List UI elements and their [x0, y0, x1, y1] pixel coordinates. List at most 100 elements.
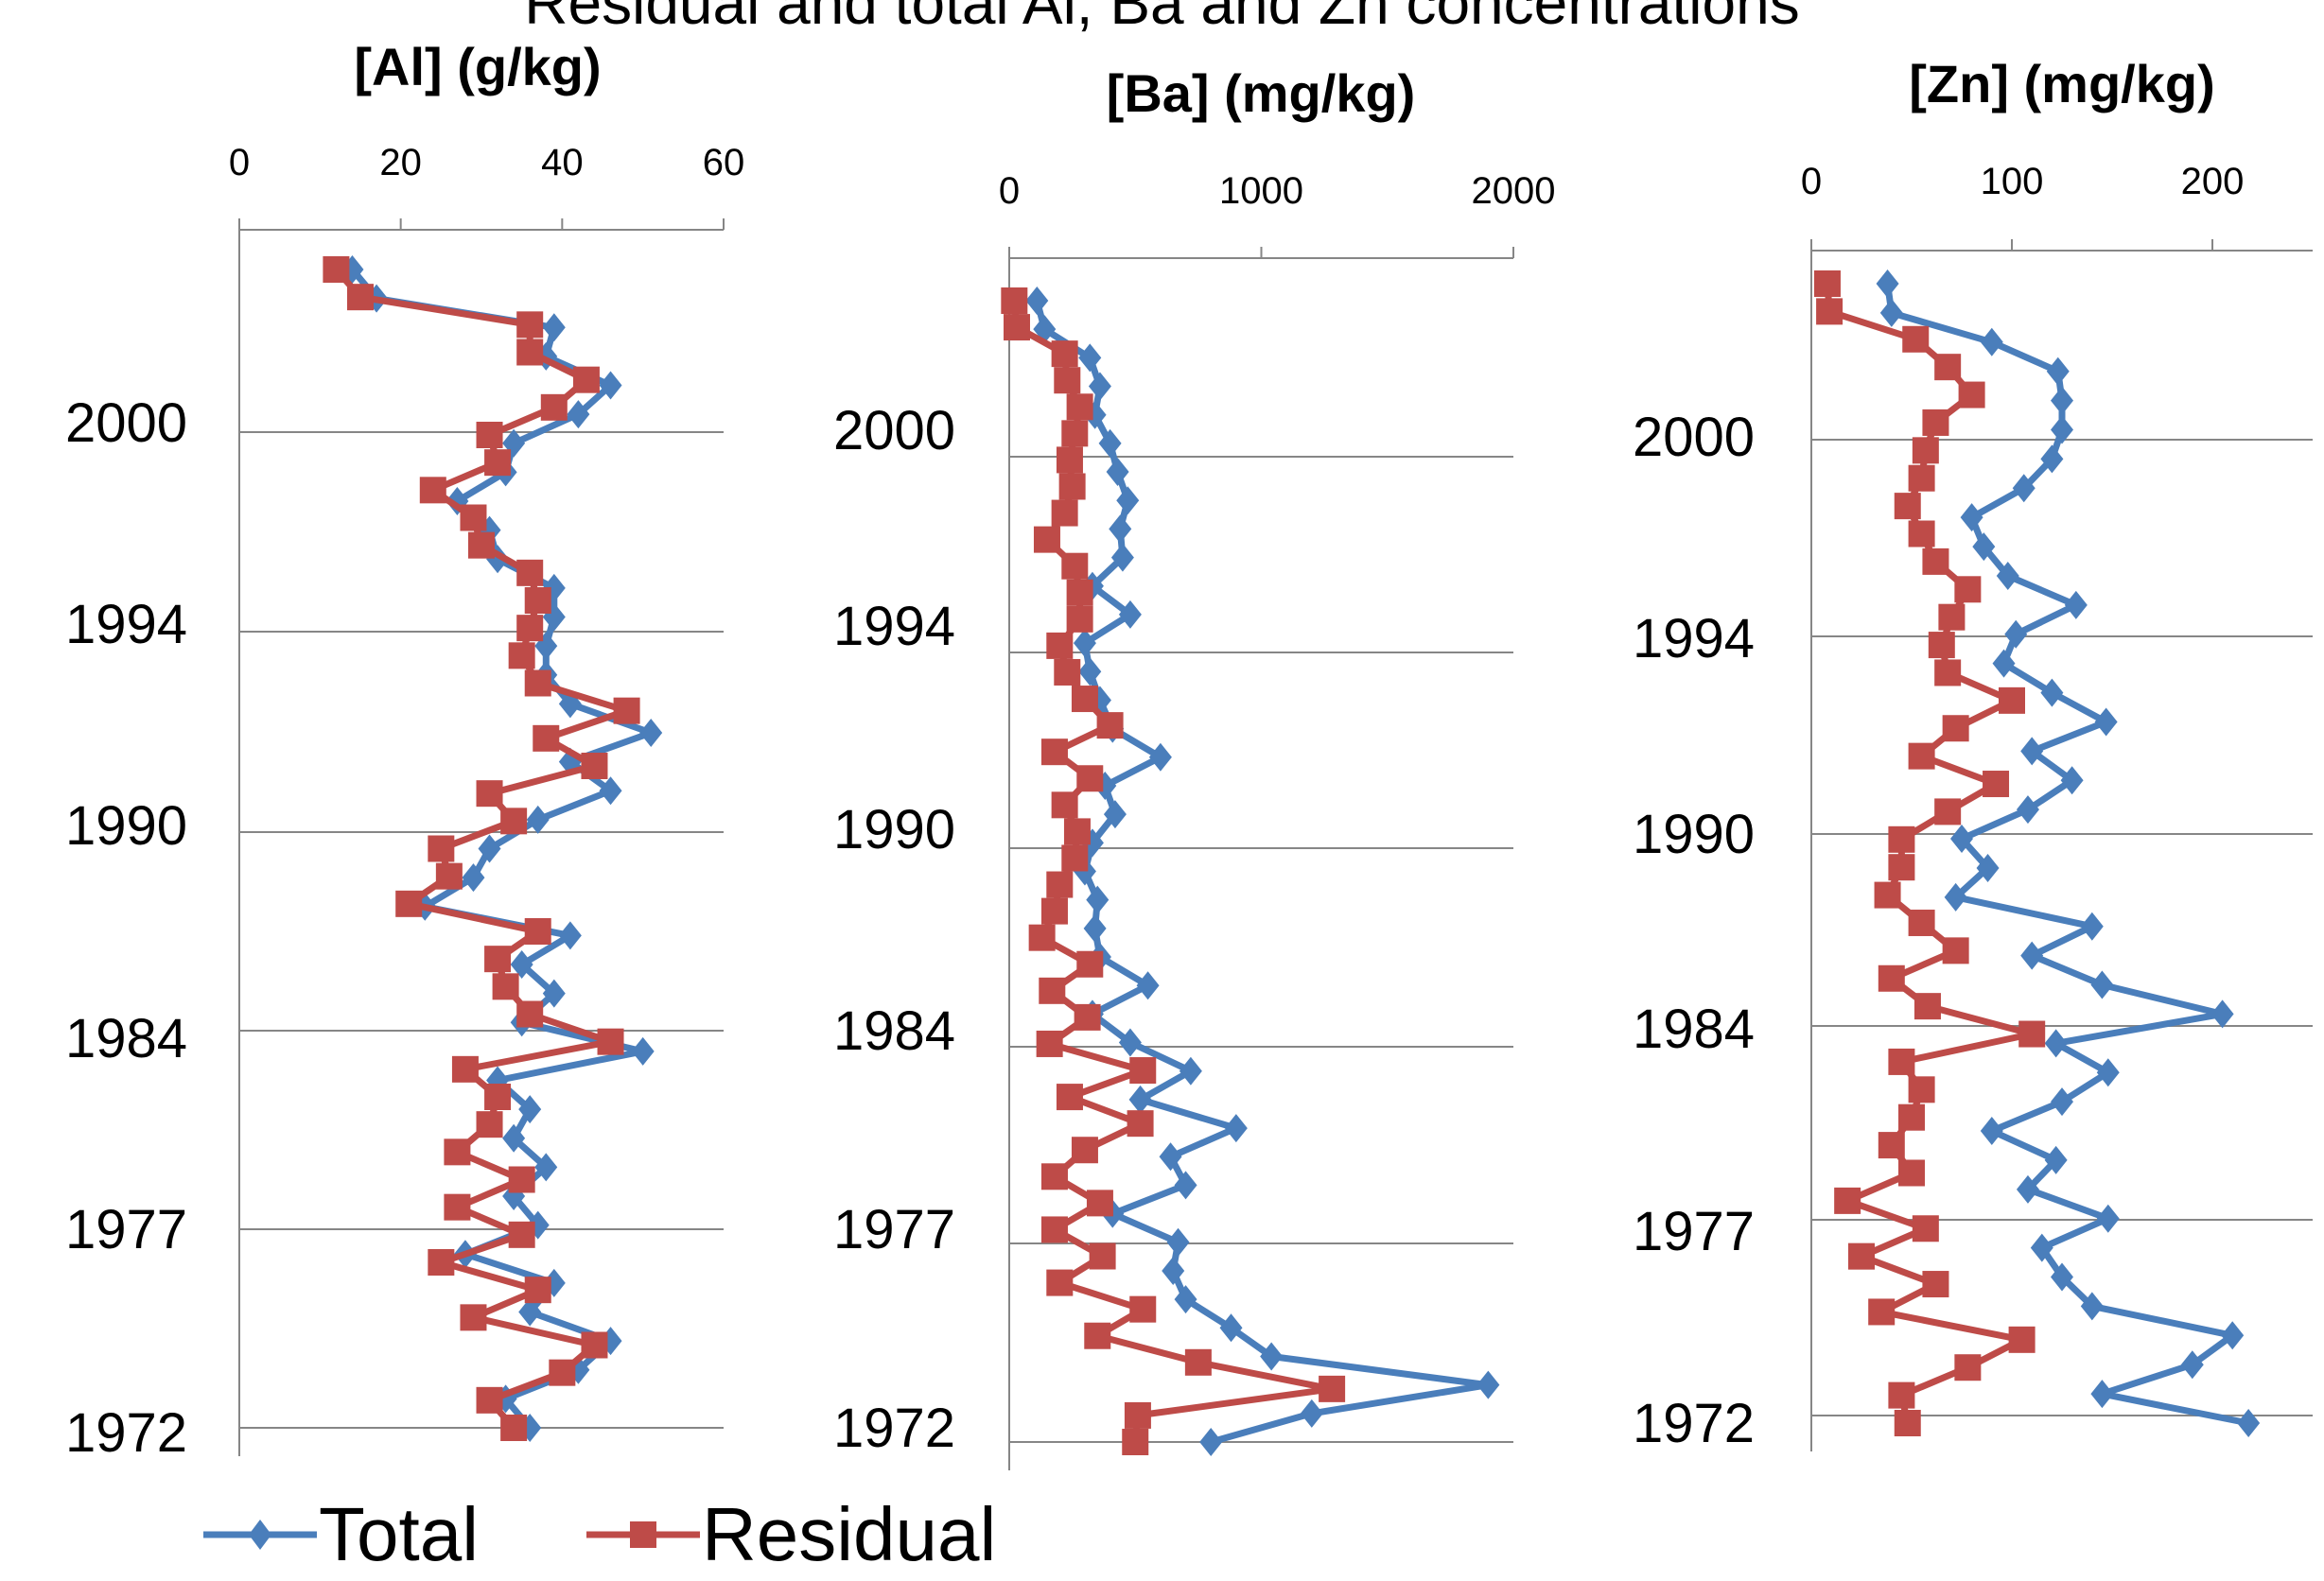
data-point-residual — [1894, 493, 1921, 520]
data-point-total — [2064, 590, 2088, 619]
data-point-residual — [533, 724, 560, 752]
y-tick-label: 2000 — [833, 400, 955, 461]
data-point-total — [2051, 386, 2073, 415]
series-line-total — [1884, 283, 2249, 1427]
data-point-residual — [460, 1304, 487, 1331]
data-point-residual — [500, 1415, 528, 1441]
data-point-total — [462, 863, 485, 893]
data-point-total — [2237, 1409, 2261, 1437]
data-point-residual — [516, 311, 544, 339]
data-point-total — [1944, 882, 1967, 912]
data-point-residual — [1066, 579, 1093, 606]
x-tick-label: 40 — [541, 142, 584, 183]
data-point-residual — [1066, 605, 1093, 633]
data-point-total — [2094, 707, 2118, 737]
y-tick-label: 1990 — [65, 795, 187, 857]
data-point-residual — [508, 642, 535, 669]
data-point-residual — [476, 1111, 503, 1138]
data-point-residual — [444, 1193, 471, 1221]
data-point-residual — [1061, 844, 1089, 872]
data-point-total — [1972, 532, 1996, 562]
data-point-total — [1116, 486, 1140, 515]
data-point-residual — [1888, 1048, 1915, 1075]
data-point-residual — [1051, 791, 1078, 819]
data-point-total — [1976, 853, 2000, 882]
x-axis-title: [Ba] (mg/kg) — [1107, 63, 1416, 123]
data-point-residual — [1066, 393, 1093, 421]
x-tick-label: 100 — [1981, 161, 2044, 202]
data-point-residual — [1908, 742, 1935, 770]
data-point-residual — [1894, 1410, 1921, 1436]
data-point-total — [1980, 327, 2003, 356]
y-tick-label: 2000 — [65, 392, 187, 454]
data-point-residual — [1902, 325, 1930, 353]
data-point-total — [1992, 649, 2016, 678]
data-point-residual — [516, 559, 544, 586]
data-point-residual — [395, 890, 423, 917]
data-point-residual — [428, 835, 455, 862]
data-point-total — [1025, 287, 1049, 315]
data-point-residual — [1874, 881, 1901, 909]
data-point-residual — [1888, 825, 1915, 853]
data-point-residual — [1039, 977, 1066, 1004]
y-tick-label: 1977 — [65, 1199, 187, 1260]
data-point-residual — [1942, 937, 1969, 964]
data-point-residual — [516, 339, 544, 366]
data-point-total — [1950, 825, 1973, 854]
data-point-residual — [1051, 499, 1078, 527]
data-point-total — [2090, 1380, 2114, 1409]
data-point-residual — [428, 1249, 455, 1276]
data-point-residual — [451, 1055, 479, 1083]
data-point-residual — [347, 284, 374, 311]
x-tick-label: 2000 — [1472, 170, 1556, 212]
data-point-residual — [1898, 1103, 1925, 1131]
y-tick-label: 1990 — [833, 799, 955, 860]
data-point-residual — [1003, 314, 1030, 341]
y-tick-label: 1984 — [65, 1008, 187, 1069]
data-point-residual — [524, 587, 551, 614]
data-point-residual — [1122, 1429, 1149, 1455]
y-tick-label: 1994 — [65, 594, 187, 655]
data-point-total — [1109, 514, 1132, 544]
data-point-total — [510, 950, 533, 979]
data-point-residual — [1040, 897, 1068, 925]
data-point-residual — [1129, 1057, 1157, 1085]
data-point-total — [2012, 474, 2036, 503]
data-point-total — [1174, 1171, 1197, 1200]
data-point-residual — [1908, 1076, 1935, 1103]
data-point-total — [1179, 1056, 1202, 1086]
data-point-total — [2096, 1204, 2120, 1233]
data-point-residual — [476, 1386, 503, 1414]
data-point-residual — [476, 780, 503, 808]
y-tick-label: 1972 — [833, 1398, 955, 1459]
data-point-total — [599, 776, 622, 806]
data-point-total — [1219, 1313, 1243, 1343]
data-point-total — [1118, 599, 1142, 629]
y-tick-label: 1994 — [833, 596, 955, 657]
data-point-total — [518, 1297, 542, 1327]
data-point-residual — [1922, 408, 1949, 436]
data-point-total — [2044, 1145, 2068, 1174]
data-point-residual — [1868, 1298, 1896, 1326]
data-point-total — [1078, 343, 1102, 373]
legend-item-residual: Residual — [586, 1489, 996, 1576]
data-point-total — [478, 834, 501, 863]
data-point-residual — [1922, 1271, 1949, 1298]
x-tick-label: 20 — [379, 142, 422, 183]
data-point-residual — [1912, 437, 1939, 464]
data-point-residual — [508, 1221, 535, 1248]
y-tick-label: 1984 — [1633, 999, 1755, 1060]
chart-panel-2: 0 1000 2000 [Ba] (mg/kg) 2000 1994 1990 1984 197… — [833, 63, 1556, 1470]
data-point-total — [639, 719, 663, 747]
data-point-total — [1876, 269, 1899, 298]
x-tick-label: 0 — [229, 142, 250, 183]
data-point-residual — [508, 1166, 535, 1193]
data-point-residual — [1076, 765, 1104, 792]
data-point-residual — [1848, 1242, 1875, 1270]
data-point-residual — [1908, 909, 1935, 936]
data-point-total — [2046, 356, 2070, 386]
data-point-residual — [1184, 1348, 1212, 1376]
data-point-residual — [460, 504, 487, 531]
data-point-residual — [1076, 950, 1104, 978]
